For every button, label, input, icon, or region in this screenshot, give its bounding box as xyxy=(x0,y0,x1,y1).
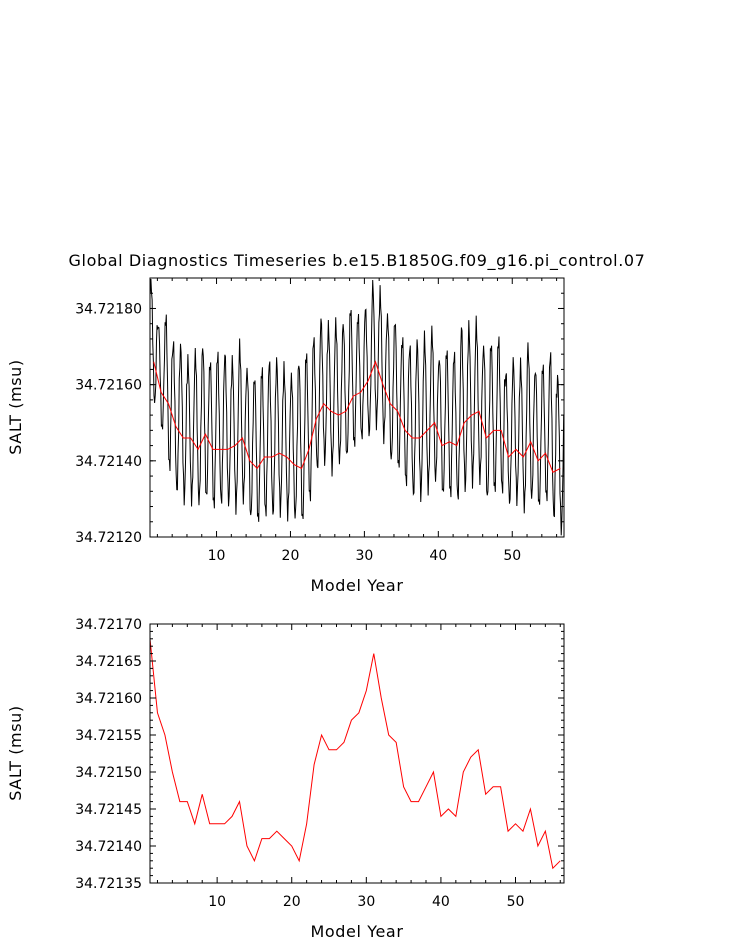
y-tick-label: 34.72140 xyxy=(75,839,142,855)
tick-layer: 10 20 30 40 50 34.72120 34.72140 34.72160 34.721… xyxy=(75,277,564,564)
y-axis-label: SALT (msu) xyxy=(6,705,25,801)
y-tick-label: 34.72155 xyxy=(75,728,142,744)
series-layer xyxy=(150,638,561,870)
x-tick-label: 50 xyxy=(503,548,521,564)
y-tick-label: 34.72150 xyxy=(75,765,142,781)
x-tick-label: 30 xyxy=(355,548,373,564)
plot-frame xyxy=(149,623,565,884)
x-tick-label: 40 xyxy=(432,894,450,910)
y-axis-label: SALT (msu) xyxy=(6,359,25,455)
y-tick-label: 34.72160 xyxy=(75,691,142,707)
x-tick-label: 40 xyxy=(429,548,447,564)
y-tick-label: 34.72160 xyxy=(75,378,142,394)
figure-title: Global Diagnostics Timeseries b.e15.B185… xyxy=(69,251,646,271)
x-tick-label: 10 xyxy=(208,894,226,910)
x-axis-label: Model Year xyxy=(311,576,404,595)
y-tick-label: 34.72120 xyxy=(75,530,142,546)
x-tick-label: 10 xyxy=(208,548,226,564)
x-axis-label: Model Year xyxy=(311,922,404,941)
annual-mean-panel: 10 20 30 40 50 34.72135 34.72140 34.72145 34.721… xyxy=(6,617,565,941)
plot-frame xyxy=(149,277,565,538)
y-tick-label: 34.72140 xyxy=(75,454,142,470)
y-tick-label: 34.72180 xyxy=(75,301,142,317)
x-tick-label: 20 xyxy=(282,548,300,564)
tick-layer: 10 20 30 40 50 34.72135 34.72140 34.72145 34.721… xyxy=(75,617,564,910)
monthly-timeseries-panel: 10 20 30 40 50 34.72120 34.72140 34.72160 34.721… xyxy=(6,277,565,595)
x-tick-label: 50 xyxy=(507,894,525,910)
y-tick-label: 34.72135 xyxy=(75,876,142,892)
series-layer xyxy=(150,278,564,536)
y-tick-label: 34.72170 xyxy=(75,617,142,633)
series-line-monthly xyxy=(150,278,564,536)
series-line-annual-mean xyxy=(150,638,561,870)
x-tick-label: 20 xyxy=(283,894,301,910)
x-tick-label: 30 xyxy=(357,894,375,910)
y-tick-label: 34.72165 xyxy=(75,654,142,670)
y-tick-label: 34.72145 xyxy=(75,802,142,818)
series-line-annual-mean xyxy=(153,360,561,473)
